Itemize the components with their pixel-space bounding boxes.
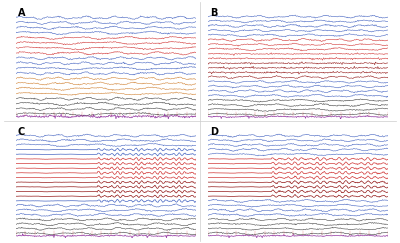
Text: B: B [210, 8, 217, 18]
Text: D: D [210, 127, 218, 137]
Text: A: A [18, 8, 25, 18]
Text: C: C [18, 127, 25, 137]
